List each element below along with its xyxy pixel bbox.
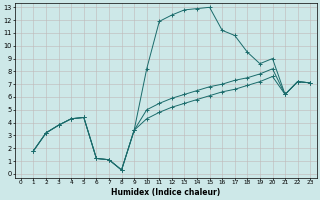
X-axis label: Humidex (Indice chaleur): Humidex (Indice chaleur) (111, 188, 220, 197)
